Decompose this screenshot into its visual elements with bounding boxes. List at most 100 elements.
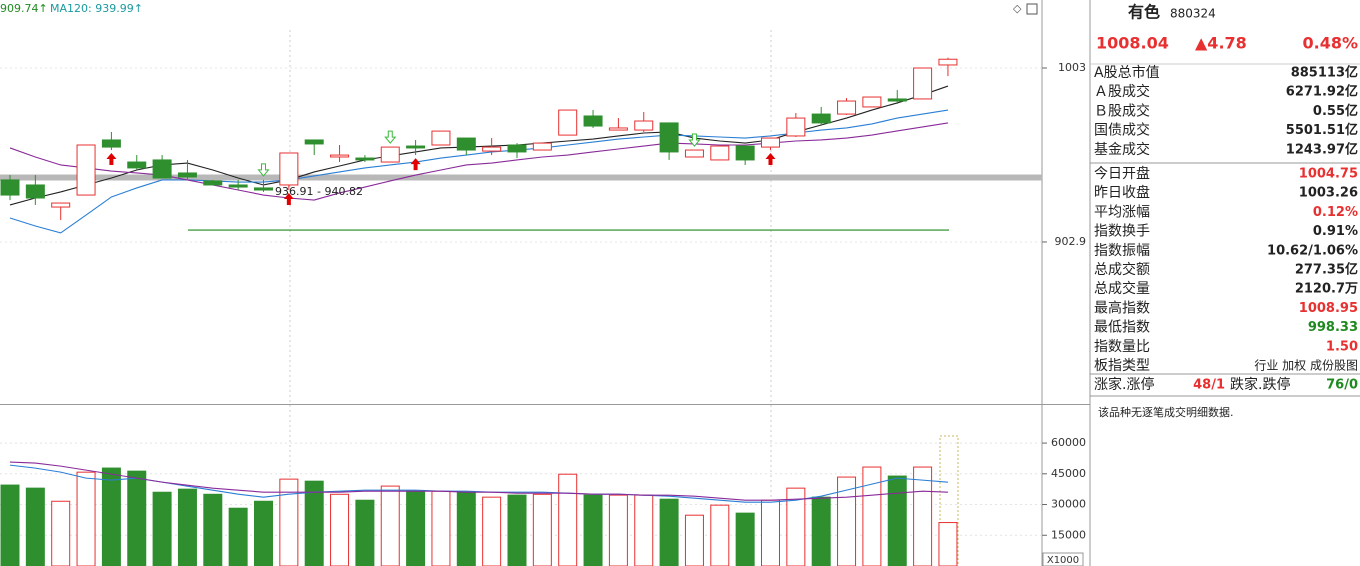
volume-bar xyxy=(862,466,882,566)
volume-bar xyxy=(101,467,121,566)
y-tick-label: 30000 xyxy=(1051,498,1086,511)
volume-bar xyxy=(0,484,20,566)
candle-body xyxy=(913,67,933,100)
volume-bar xyxy=(177,488,197,566)
candle-body xyxy=(583,115,603,127)
info-label: 最低指数 xyxy=(1094,320,1150,336)
candle-body xyxy=(25,184,45,199)
info-value: 76/0 xyxy=(1326,378,1358,393)
info-value: 1243.97亿 xyxy=(1286,141,1358,157)
info-value: 0.91% xyxy=(1313,224,1358,239)
volume-bar xyxy=(355,499,375,566)
y-tick-label: 15000 xyxy=(1051,528,1086,541)
info-value: 277.35亿 xyxy=(1295,262,1358,278)
info-value: 1008.95 xyxy=(1299,301,1358,316)
candle-body xyxy=(406,145,426,149)
signal-up xyxy=(765,153,776,166)
volume-bar xyxy=(330,493,350,566)
annotation: 936.91 - 940.82 xyxy=(275,185,363,198)
y-tick-label: 45000 xyxy=(1051,467,1086,480)
candle-body xyxy=(786,117,806,137)
info-value: 10.62/1.06% xyxy=(1267,243,1358,258)
signal-up xyxy=(106,153,117,166)
volume-bar xyxy=(761,499,780,566)
volume-bar xyxy=(786,487,806,566)
icon[interactable] xyxy=(1026,3,1038,15)
change-pct: 0.48% xyxy=(1302,34,1358,53)
volume-bar xyxy=(380,485,400,566)
candle-body xyxy=(710,145,730,161)
candle-body xyxy=(507,144,527,153)
volume-bar xyxy=(228,507,248,566)
volume-bar xyxy=(254,500,273,566)
info-label: 指数振幅 xyxy=(1094,243,1150,259)
candle-body xyxy=(0,179,20,196)
candle-body xyxy=(558,109,578,136)
candle-body xyxy=(254,187,273,191)
price: 1008.04 xyxy=(1096,34,1169,53)
candle-body xyxy=(482,146,502,152)
signal-down xyxy=(257,163,270,177)
volume-bar xyxy=(735,512,755,566)
candle-body xyxy=(811,113,831,124)
candle-body xyxy=(228,184,248,188)
info-value: 48/1 xyxy=(1193,378,1225,393)
volume-bar xyxy=(406,490,426,566)
volume-bar xyxy=(659,498,679,566)
unit-label: X1000 xyxy=(1047,555,1079,566)
stock-code: 880324 xyxy=(1170,7,1216,21)
info-label: 板指类型 xyxy=(1094,358,1150,374)
volume-bar xyxy=(507,494,527,566)
volume-bar xyxy=(456,491,476,566)
candle-body xyxy=(735,145,755,161)
volume-bar xyxy=(684,514,704,566)
candle-body xyxy=(355,157,375,161)
candle-body xyxy=(51,202,71,208)
change: ▲4.78 xyxy=(1195,34,1247,53)
candle-body xyxy=(380,146,400,163)
candle-body xyxy=(456,137,476,151)
candle-body xyxy=(431,130,451,146)
candle-body xyxy=(862,96,882,108)
info-label: 跌家.跌停 xyxy=(1230,376,1290,393)
volume-bar xyxy=(938,522,958,566)
candle-body xyxy=(634,120,654,131)
candle-body xyxy=(330,154,350,158)
info-value: 0.12% xyxy=(1313,205,1358,220)
info-value: 1003.26 xyxy=(1299,186,1358,201)
volume-bar xyxy=(203,493,223,566)
info-label: 昨日收盘 xyxy=(1094,184,1150,201)
y-tick-label: 1003 xyxy=(1058,61,1086,74)
info-value: 1004.75 xyxy=(1299,167,1358,182)
candle-body xyxy=(101,139,121,148)
candle-body xyxy=(279,152,299,186)
candle-body xyxy=(203,180,223,186)
info-label: 指数量比 xyxy=(1094,339,1150,355)
info-label: 涨家.涨停 xyxy=(1094,376,1154,393)
volume-bar xyxy=(431,490,451,566)
info-label: Ｂ股成交 xyxy=(1094,102,1150,119)
stock-name: 有色 xyxy=(1128,3,1160,22)
volume-bar xyxy=(558,473,578,566)
volume-bar xyxy=(710,504,730,566)
signal-up xyxy=(283,193,294,206)
volume-bar xyxy=(811,496,831,566)
volume-bar xyxy=(127,470,147,566)
candle-body xyxy=(684,149,704,158)
volume-bar xyxy=(913,466,933,566)
volume-bar xyxy=(837,476,857,566)
info-value: 998.33 xyxy=(1308,320,1358,335)
info-value: 0.55亿 xyxy=(1313,103,1358,119)
candle-body xyxy=(304,139,324,145)
volume-bar xyxy=(608,494,628,566)
info-label: Ａ股成交 xyxy=(1094,83,1150,100)
candle-body xyxy=(887,98,907,102)
volume-bar xyxy=(51,500,71,566)
volume-bar xyxy=(76,471,96,566)
info-label: 国债成交 xyxy=(1094,122,1150,139)
volume-bar xyxy=(25,487,45,566)
icon[interactable]: ◇ xyxy=(1013,2,1022,15)
candle-body xyxy=(177,172,197,178)
candle-body xyxy=(659,122,679,153)
